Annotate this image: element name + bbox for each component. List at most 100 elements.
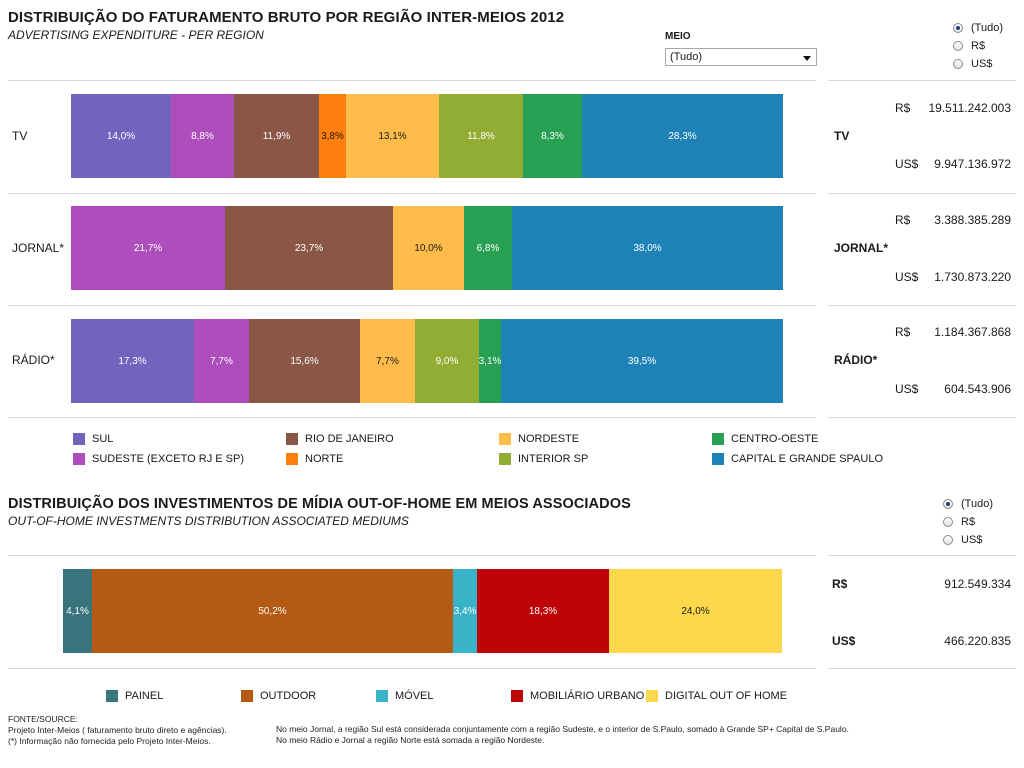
legend-item-norte[interactable]: NORTE: [286, 452, 343, 466]
source-note-line: Projeto Inter-Meios ( faturamento bruto …: [8, 725, 227, 735]
currency-label: R$: [832, 577, 848, 591]
legend-label: DIGITAL OUT OF HOME: [665, 690, 788, 702]
bar-segment-sul[interactable]: 14,0%: [71, 94, 171, 178]
radio-icon: [943, 535, 953, 545]
radio-selected-icon: [943, 499, 953, 509]
data-label: 13,1%: [378, 130, 407, 142]
data-label: 8,8%: [191, 130, 214, 142]
legend-item-digital-out-of-home[interactable]: DIGITAL OUT OF HOME: [646, 689, 787, 703]
legend-label: NORTE: [305, 453, 344, 465]
bar-segment-norte[interactable]: 3,8%: [319, 94, 346, 178]
chart-title: DISTRIBUIÇÃO DOS INVESTIMENTOS DE MÍDIA …: [8, 496, 631, 512]
currency-label: R$: [895, 213, 911, 227]
source-note-line: (*) Informação não fornecida pelo Projet…: [8, 736, 211, 746]
bar-segment-interior-sp[interactable]: 9,0%: [415, 319, 479, 403]
legend-item-interior-sp[interactable]: INTERIOR SP: [499, 452, 588, 466]
bar-segment-digital-out-of-home[interactable]: 24,0%: [609, 569, 782, 653]
bar-segment-centro-oeste[interactable]: 6,8%: [464, 206, 512, 290]
bar-segment-capital-e-grande-spaulo[interactable]: 39,5%: [501, 319, 783, 403]
legend-item-sudeste[interactable]: SUDESTE (EXCETO RJ E SP): [73, 452, 244, 466]
remarks-note-line: No meio Rádio e Jornal a região Norte es…: [276, 735, 545, 745]
ooh-currency-radio-brl[interactable]: R$: [943, 513, 975, 531]
bar-segment-interior-sp[interactable]: 11,8%: [439, 94, 523, 178]
bar-segment-painel[interactable]: 4,1%: [63, 569, 92, 653]
legend-label: CENTRO-OESTE: [731, 433, 819, 445]
legend-swatch: [646, 690, 658, 702]
currency-radio-all[interactable]: (Tudo): [953, 19, 1003, 37]
currency-radio-usd[interactable]: US$: [953, 55, 992, 73]
bar-segment-rio-de-janeiro[interactable]: 11,9%: [234, 94, 319, 178]
divider: [828, 193, 1016, 194]
data-label: 3,8%: [321, 130, 344, 142]
legend-label: RIO DE JANEIRO: [305, 433, 394, 445]
ooh-currency-radio-all[interactable]: (Tudo): [943, 495, 993, 513]
total-value: 912.549.334: [944, 577, 1011, 591]
legend-swatch: [241, 690, 253, 702]
bar-segment-nordeste[interactable]: 7,7%: [360, 319, 415, 403]
divider: [828, 417, 1016, 418]
data-label: 7,7%: [376, 355, 399, 367]
chart-title: DISTRIBUIÇÃO DO FATURAMENTO BRUTO POR RE…: [8, 9, 565, 26]
radio-icon: [953, 41, 963, 51]
bar-segment-capital-e-grande-spaulo[interactable]: 28,3%: [582, 94, 783, 178]
bar-segment-centro-oeste[interactable]: 3,1%: [479, 319, 501, 403]
bar-segment-sudeste-exceto-rj-e-sp[interactable]: 21,7%: [71, 206, 225, 290]
bar-segment-capital-e-grande-spaulo[interactable]: 38,0%: [512, 206, 783, 290]
data-label: 3,4%: [453, 605, 477, 617]
bar-segment-centro-oeste[interactable]: 8,3%: [523, 94, 582, 178]
legend-item-nordeste[interactable]: NORDESTE: [499, 432, 579, 446]
legend-item-outdoor[interactable]: OUTDOOR: [241, 689, 316, 703]
bar-segment-sudeste-exceto-rj-e-sp[interactable]: 7,7%: [194, 319, 249, 403]
legend-swatch: [712, 453, 724, 465]
data-label: 8,3%: [541, 130, 564, 142]
chart-subtitle: ADVERTISING EXPENDITURE - PER REGION: [8, 28, 264, 42]
stacked-bar-jornal: 21,7% 23,7% 10,0% 6,8% 38,0%: [71, 206, 783, 290]
currency-radio-brl[interactable]: R$: [953, 37, 985, 55]
radio-label: R$: [961, 516, 976, 528]
ooh-currency-radio-usd[interactable]: US$: [943, 531, 982, 549]
data-label: 50,2%: [258, 605, 287, 617]
chart-subtitle: OUT-OF-HOME INVESTMENTS DISTRIBUTION ASS…: [8, 514, 409, 528]
radio-label: US$: [971, 58, 993, 70]
divider: [828, 305, 1016, 306]
bar-segment-rio-de-janeiro[interactable]: 23,7%: [225, 206, 393, 290]
radio-icon: [943, 517, 953, 527]
legend-label: OUTDOOR: [260, 690, 317, 702]
bar-segment-rio-de-janeiro[interactable]: 15,6%: [249, 319, 360, 403]
source-note-line: FONTE/SOURCE:: [8, 714, 78, 724]
divider: [8, 668, 816, 669]
legend-item-rio-de-janeiro[interactable]: RIO DE JANEIRO: [286, 432, 394, 446]
data-label: 28,3%: [668, 130, 697, 142]
bar-segment-sul[interactable]: 17,3%: [71, 319, 194, 403]
legend-item-movel[interactable]: MÓVEL: [376, 689, 434, 703]
meio-select[interactable]: (Tudo): [665, 48, 817, 66]
total-value: 9.947.136.972: [934, 157, 1011, 171]
bar-segment-nordeste[interactable]: 10,0%: [393, 206, 464, 290]
data-label: 7,7%: [210, 355, 233, 367]
total-label-radio: RÁDIO*: [834, 353, 878, 367]
divider: [8, 305, 816, 306]
legend-label: MÓVEL: [395, 690, 434, 702]
stacked-bar-tv: 14,0% 8,8% 11,9% 3,8% 13,1% 11,8% 8,3% 28,3%: [71, 94, 783, 178]
legend-item-mobiliario-urbano[interactable]: MOBILIÁRIO URBANO: [511, 689, 644, 703]
data-label: 15,6%: [290, 355, 319, 367]
bar-segment-outdoor[interactable]: 50,2%: [92, 569, 453, 653]
stacked-bar-radio: 17,3% 7,7% 15,6% 7,7% 9,0% 3,1% 39,5%: [71, 319, 783, 403]
legend-swatch: [511, 690, 523, 702]
bar-segment-mobiliario-urbano[interactable]: 18,3%: [477, 569, 609, 653]
legend-swatch: [499, 453, 511, 465]
total-value: 1.730.873.220: [934, 270, 1011, 284]
legend-item-sul[interactable]: SUL: [73, 432, 113, 446]
currency-label: R$: [895, 101, 911, 115]
legend-swatch: [376, 690, 388, 702]
currency-label: US$: [895, 157, 919, 171]
bar-segment-sudeste-exceto-rj-e-sp[interactable]: 8,8%: [171, 94, 234, 178]
legend-item-centro-oeste[interactable]: CENTRO-OESTE: [712, 432, 818, 446]
bar-segment-nordeste[interactable]: 13,1%: [346, 94, 439, 178]
legend-item-capital-grande-sp[interactable]: CAPITAL E GRANDE SPAULO: [712, 452, 883, 466]
source-note: FONTE/SOURCE: Projeto Inter-Meios ( fatu…: [8, 714, 227, 747]
bar-segment-movel[interactable]: 3,4%: [453, 569, 477, 653]
currency-label: R$: [895, 325, 911, 339]
divider: [8, 80, 816, 81]
legend-item-painel[interactable]: PAINEL: [106, 689, 163, 703]
